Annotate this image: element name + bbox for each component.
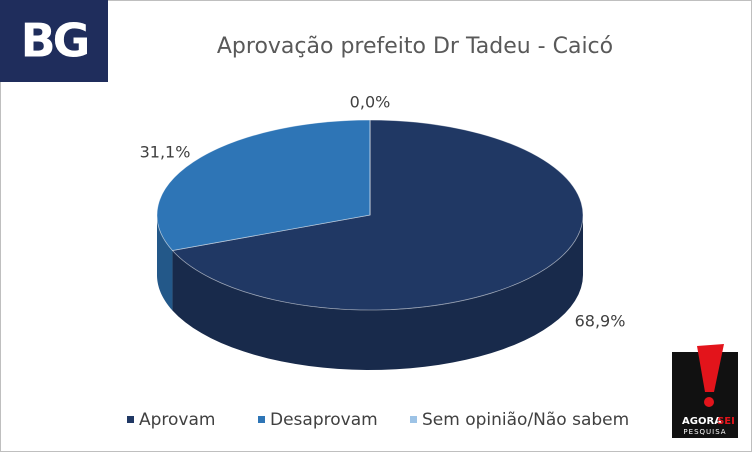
logo-left xyxy=(0,0,108,82)
chart-title: Aprovação prefeito Dr Tadeu - Caicó xyxy=(217,34,613,59)
logo-right-text: AGORA xyxy=(682,416,722,427)
data-label: 31,1% xyxy=(140,143,191,162)
logo-right-mark xyxy=(697,344,724,392)
data-label: 0,0% xyxy=(350,93,391,112)
logo-right: AGORA SEI PESQUISA xyxy=(672,344,738,438)
logo-right-dot xyxy=(704,397,714,407)
slice-side xyxy=(157,215,173,311)
logo-left-text: BG xyxy=(21,14,88,68)
logo-right-text: PESQUISA xyxy=(683,428,726,436)
legend-label: Aprovam xyxy=(139,410,215,430)
legend-swatch xyxy=(258,416,265,423)
legend-label: Sem opinião/Não sabem xyxy=(422,410,629,430)
legend-label: Desaprovam xyxy=(270,410,378,430)
legend-swatch xyxy=(127,416,134,423)
slice xyxy=(171,119,584,311)
logo-right-text: SEI xyxy=(717,416,735,427)
data-label: 68,9% xyxy=(575,312,626,331)
slice xyxy=(156,119,371,251)
legend-swatch xyxy=(410,416,417,423)
slice-side xyxy=(172,215,584,370)
